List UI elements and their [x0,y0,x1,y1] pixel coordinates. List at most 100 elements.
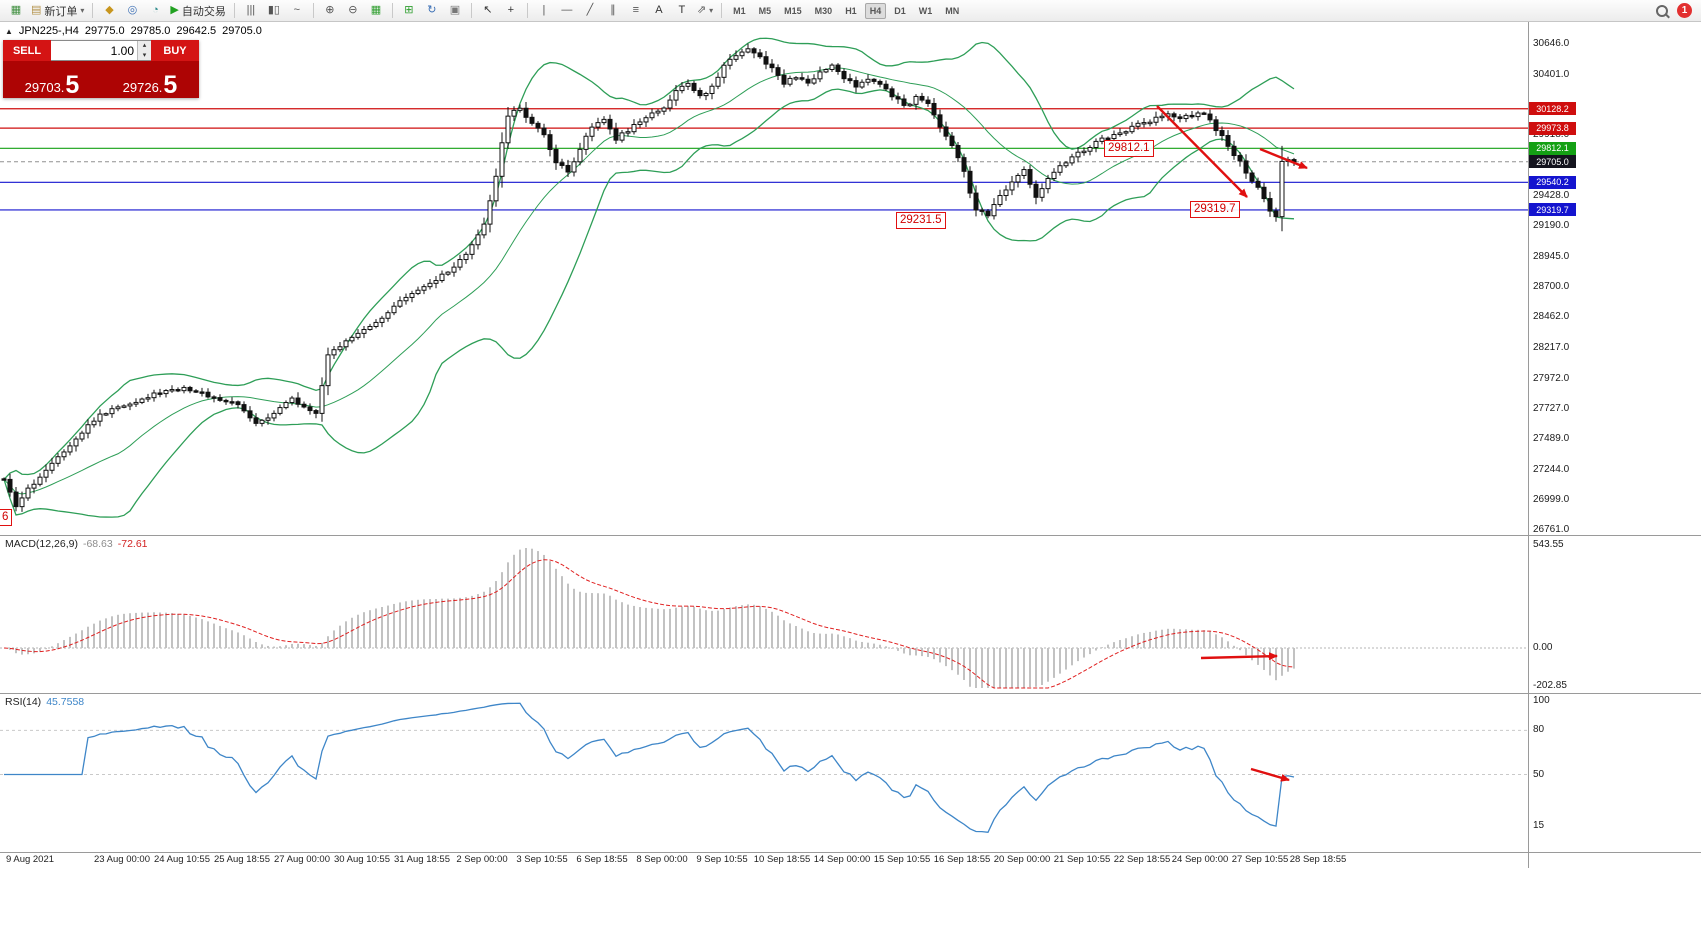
fibonacci-icon-icon: ≡ [632,4,640,16]
trade-panel-controls: SELL ▴ ▾ BUY [3,40,199,61]
timeframe-m30-button[interactable]: M30 [814,5,833,16]
macd-signal-value: -72.61 [117,538,148,550]
channel-icon-icon: ∥ [610,4,616,16]
new-order-button[interactable]: ▤ 新订单 ▾ [28,2,87,20]
volume-input[interactable] [51,41,137,60]
new-order-button-label: 新订单 [44,5,78,18]
trendline-icon-icon: ╱ [586,4,594,16]
buy-button[interactable]: BUY [151,40,199,61]
trade-panel-prices: 29703. 5 29726. 5 [3,61,199,98]
collapse-trade-panel-icon[interactable]: ▲ [5,26,13,36]
horizontal-line-icon-icon: — [561,4,573,16]
profiles-icon-icon: ◆ [105,4,114,16]
toolbar-separator [526,3,528,18]
auto-trading-button[interactable]: ▶ 自动交易 [167,2,228,20]
buy-price[interactable]: 29726. 5 [101,61,199,98]
timeframe-m15-button[interactable]: M15 [784,5,802,16]
horizontal-line-icon[interactable]: — [556,2,578,20]
line-chart-icon[interactable]: ~ [286,2,308,20]
notification-badge[interactable]: 1 [1677,3,1692,18]
auto-scroll-icon[interactable]: ↻ [421,2,443,20]
crosshair-icon[interactable]: + [500,2,522,20]
one-click-trading-panel: SELL ▴ ▾ BUY 29703. 5 29726. 5 [3,40,199,98]
zoom-out-icon[interactable]: ⊖ [342,2,364,20]
timeframe-m1-button[interactable]: M1 [733,5,746,16]
timeframe-w1-button[interactable]: W1 [918,5,933,16]
timeframe-h1-button[interactable]: H1 [845,5,857,16]
text-icon[interactable]: A [648,2,670,20]
zoom-out-icon-icon: ⊖ [348,4,358,16]
profiles-icon[interactable]: ◆ [98,2,120,20]
candlestick-chart-icon[interactable]: ▮▯ [263,2,285,20]
sell-price[interactable]: 29703. 5 [3,61,101,98]
timeframe-m5-button[interactable]: M5 [758,5,772,16]
chart-ohlc-line: ▲ JPN225-,H4 29775.0 29785.0 29642.5 297… [5,25,262,37]
vertical-line-icon-icon: | [542,4,546,16]
main-toolbar: ▦ ▤ 新订单 ▾ ◆ ◎ ◔ ▶ 自动交易 ||| ▮▯ ~ ⊕ ⊖ ▦ ⊞ ↻ ▣ ↖ + | — ╱ ∥ ≡ A T ⇗ ▾ M1 M… [0,0,1701,22]
tile-windows-icon[interactable]: ▦ [365,2,387,20]
crosshair-icon-icon: + [507,4,515,16]
candlestick-chart-icon-icon: ▮▯ [267,4,280,16]
macd-name: MACD(12,26,9) [5,538,78,550]
arrows-tool-icon[interactable]: ⇗ ▾ [694,2,716,20]
new-order-icon: ▤ [31,4,42,16]
data-window-icon-icon: ◔ [152,4,159,16]
cursor-icon-icon: ↖ [483,4,493,16]
zoom-in-icon[interactable]: ⊕ [319,2,341,20]
search-button[interactable] [1653,2,1677,20]
auto-scroll-icon-icon: ↻ [427,4,437,16]
search-icon [1656,4,1668,17]
arrows-tool-icon-caret-icon: ▾ [709,6,714,15]
channel-icon[interactable]: ∥ [602,2,624,20]
ohlc-high: 29785.0 [130,25,171,37]
trendline-icon[interactable]: ╱ [579,2,601,20]
sell-price-main: 29703. [24,80,65,95]
text-icon-icon: A [655,4,663,16]
macd-main-value: -68.63 [82,538,113,550]
sell-price-big-digit: 5 [65,71,80,99]
fibonacci-icon[interactable]: ≡ [625,2,647,20]
new-chart-button[interactable]: ▦ [5,2,27,20]
volume-down-button[interactable]: ▾ [142,51,147,59]
toolbar-separator [233,3,235,18]
cursor-icon[interactable]: ↖ [477,2,499,20]
sell-button[interactable]: SELL [3,40,51,61]
tile-windows-icon-icon: ▦ [370,4,382,16]
chart-symbol-period: JPN225-,H4 [18,25,79,37]
indicators-icon[interactable]: ⊞ [398,2,420,20]
rsi-value: 45.7558 [46,696,85,708]
line-chart-icon-icon: ~ [293,4,301,16]
indicators-icon-icon: ⊞ [404,4,414,16]
buy-price-big-digit: 5 [163,71,178,99]
data-window-icon[interactable]: ◔ [144,2,166,20]
text-label-icon[interactable]: T [671,2,693,20]
bar-chart-icon[interactable]: ||| [240,2,262,20]
timeframe-h4-button[interactable]: H4 [864,2,887,19]
macd-indicator-label: MACD(12,26,9) -68.63 -72.61 [5,538,153,550]
toolbar-separator [470,3,472,18]
ohlc-close: 29705.0 [222,25,262,37]
chart-shift-icon[interactable]: ▣ [444,2,466,20]
bar-chart-icon-icon: ||| [246,4,256,16]
volume-up-button[interactable]: ▴ [142,42,147,50]
vertical-line-icon[interactable]: | [533,2,555,20]
volume-spinner: ▴ ▾ [137,41,151,60]
toolbar-separator [391,3,393,18]
timeframe-mn-button[interactable]: MN [945,5,960,16]
new-order-button-caret-icon: ▾ [80,6,85,15]
toolbar-separator [92,3,94,18]
market-watch-icon-icon: ◎ [127,4,138,16]
rsi-indicator-label: RSI(14) 45.7558 [5,696,89,708]
arrows-tool-icon-icon: ⇗ [696,4,707,16]
market-watch-icon[interactable]: ◎ [121,2,143,20]
ohlc-low: 29642.5 [176,25,217,37]
chart-shift-icon-icon: ▣ [449,4,461,16]
ohlc-open: 29775.0 [84,25,125,37]
text-label-icon-icon: T [678,4,686,16]
toolbar-separator [312,3,314,18]
timeframe-d1-button[interactable]: D1 [894,5,906,16]
auto-trading-icon: ▶ [170,4,179,16]
buy-price-main: 29726. [122,80,163,95]
